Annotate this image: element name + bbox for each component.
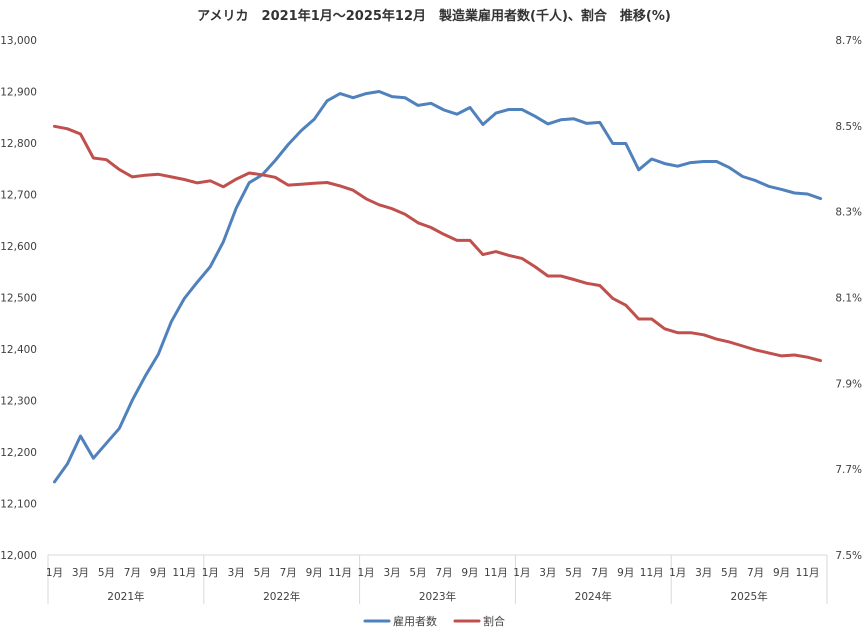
year-label: 2024年	[575, 590, 612, 603]
x-tick-label: 3月	[383, 567, 400, 579]
year-label: 2022年	[263, 590, 300, 603]
x-tick-label: 5月	[409, 567, 426, 579]
y-left-tick-label: 12,900	[0, 87, 37, 99]
y-right-tick-label: 7.7%	[835, 464, 862, 476]
x-tick-label: 1月	[513, 567, 530, 579]
x-tick-label: 5月	[565, 567, 582, 579]
y-left-axis: 12,000 12,100 12,200 12,300 12,400 12,500 12,6…	[0, 35, 37, 562]
x-tick-label: 9月	[773, 567, 790, 579]
legend: 雇用者数 割合	[363, 614, 505, 628]
x-tick-label: 9月	[150, 567, 167, 579]
y-left-tick-label: 12,100	[0, 499, 37, 511]
year-label: 2025年	[730, 590, 767, 603]
y-left-tick-label: 12,700	[0, 190, 37, 202]
x-tick-label: 7月	[435, 567, 452, 579]
x-tick-label: 5月	[98, 567, 115, 579]
series-line-employment	[53, 90, 822, 484]
y-left-tick-label: 12,600	[0, 241, 37, 253]
x-tick-label: 11月	[640, 567, 664, 579]
x-tick-label: 7月	[124, 567, 141, 579]
x-tick-label: 1月	[46, 567, 63, 579]
x-tick-label: 5月	[254, 567, 271, 579]
x-tick-label: 11月	[484, 567, 508, 579]
x-tick-label: 1月	[669, 567, 686, 579]
x-tick-label: 7月	[280, 567, 297, 579]
x-tick-label: 3月	[695, 567, 712, 579]
y-right-tick-label: 8.3%	[835, 207, 862, 219]
x-tick-label: 3月	[228, 567, 245, 579]
y-right-tick-label: 8.5%	[835, 121, 862, 133]
x-tick-label: 9月	[461, 567, 478, 579]
y-left-tick-label: 12,800	[0, 138, 37, 150]
legend-label: 雇用者数	[393, 614, 437, 628]
x-tick-label: 7月	[747, 567, 764, 579]
series-line-share	[53, 124, 822, 363]
x-tick-label: 11月	[328, 567, 352, 579]
y-left-tick-label: 13,000	[0, 35, 37, 47]
y-right-tick-label: 8.1%	[835, 293, 862, 305]
y-left-tick-label: 12,300	[0, 396, 37, 408]
year-label: 2023年	[419, 590, 456, 603]
chart-title: アメリカ 2021年1月～2025年12月 製造業雇用者数(千人)、割合 推移(…	[197, 8, 671, 24]
x-tick-label: 3月	[72, 567, 89, 579]
x-tick-label: 9月	[617, 567, 634, 579]
x-tick-label: 7月	[591, 567, 608, 579]
x-tick-label: 5月	[721, 567, 738, 579]
x-axis: 1月 3月 5月 7月 9月 11月 1月 3月 5月 7月 9月 11月 1月 3月 5月 7月 9月 11月 1…	[46, 554, 828, 604]
series-layer	[53, 90, 822, 484]
y-left-tick-label: 12,500	[0, 293, 37, 305]
x-tick-label: 1月	[357, 567, 374, 579]
x-tick-label: 11月	[796, 567, 820, 579]
x-tick-label: 1月	[202, 567, 219, 579]
year-label: 2021年	[107, 590, 144, 603]
y-right-tick-label: 8.7%	[835, 35, 862, 47]
legend-label: 割合	[483, 614, 505, 628]
y-right-tick-label: 7.5%	[835, 550, 862, 562]
y-left-tick-label: 12,200	[0, 447, 37, 459]
y-right-tick-label: 7.9%	[835, 378, 862, 390]
x-tick-label: 11月	[172, 567, 196, 579]
y-right-axis: 7.5% 7.7% 7.9% 8.1% 8.3% 8.5% 8.7%	[835, 35, 862, 562]
y-left-tick-label: 12,000	[0, 550, 37, 562]
x-tick-label: 3月	[539, 567, 556, 579]
y-left-tick-label: 12,400	[0, 344, 37, 356]
x-tick-label: 9月	[306, 567, 323, 579]
